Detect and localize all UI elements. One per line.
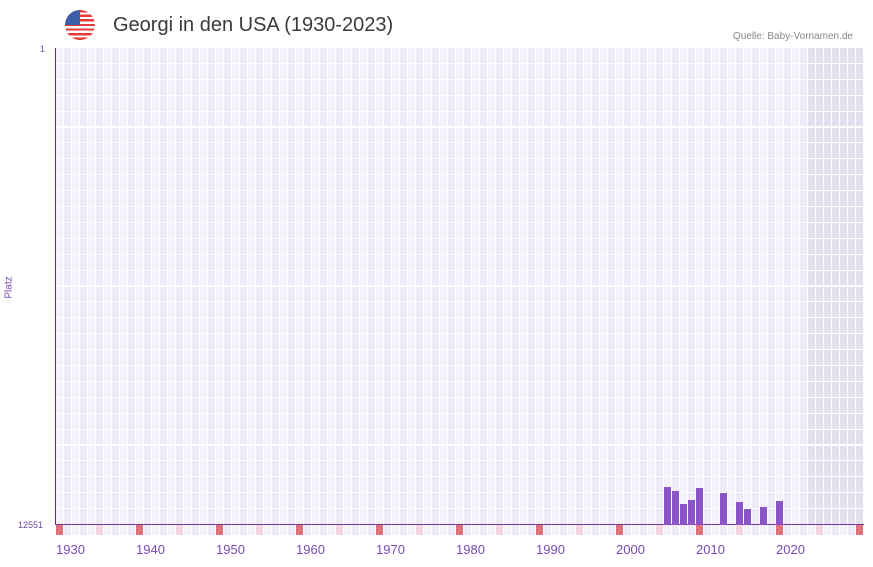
bar-2008[interactable] [696, 488, 703, 525]
chart-title: Georgi in den USA (1930-2023) [113, 14, 394, 36]
y-axis-label: Platz [3, 276, 15, 299]
x-tick-label: 2020 [776, 542, 805, 557]
bar-2013[interactable] [736, 502, 743, 525]
bar-2014[interactable] [744, 508, 751, 525]
x-axis-line [55, 524, 864, 525]
x-tick-label: 1960 [296, 542, 325, 557]
x-tick-label: 1990 [536, 542, 565, 557]
source-label: Quelle: Baby-Vornamen.de [732, 31, 853, 42]
bar-2007[interactable] [688, 499, 695, 525]
bar-2018[interactable] [776, 501, 783, 525]
y-tick-bottom: 12551 [18, 520, 44, 530]
usa-flag-icon [65, 10, 95, 40]
bar-2004[interactable] [664, 486, 671, 525]
bar-2006[interactable] [680, 504, 687, 525]
x-tick-label: 1970 [376, 542, 405, 557]
bar-2016[interactable] [760, 506, 767, 525]
x-tick-label: 1940 [136, 542, 165, 557]
x-tick-label: 2000 [616, 542, 645, 557]
x-tick-label: 1930 [56, 542, 85, 557]
bar-2011[interactable] [720, 492, 727, 525]
x-tick-label: 1950 [216, 542, 245, 557]
x-tick-label: 2010 [696, 542, 725, 557]
plot-area [56, 48, 864, 525]
y-tick-top: 1 [40, 44, 46, 54]
y-axis-line [55, 48, 56, 525]
x-tick-label: 1980 [456, 542, 485, 557]
bar-2005[interactable] [672, 491, 679, 525]
